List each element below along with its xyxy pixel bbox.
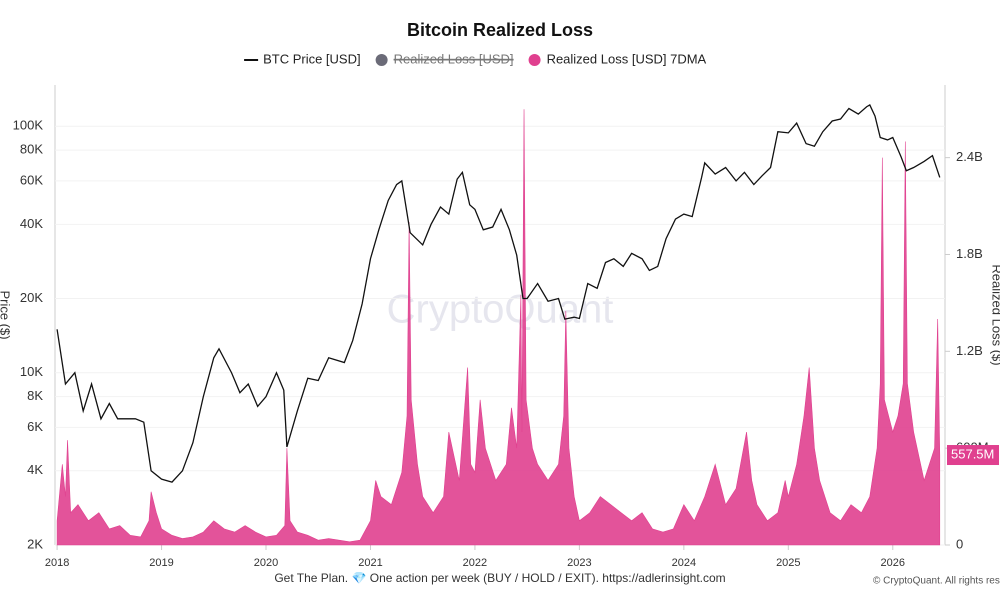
y2-axis-label: Realized Loss ($) (990, 264, 1000, 365)
x-tick-label: 2026 (881, 557, 905, 569)
x-tick-label: 2022 (463, 557, 487, 569)
x-tick-label: 2024 (672, 557, 696, 569)
y2-tick-label: 1.2B (956, 343, 983, 358)
y2-tick-label: 2.4B (956, 149, 983, 164)
y-tick-label: 80K (20, 142, 43, 157)
x-tick-label: 2023 (567, 557, 591, 569)
y-tick-label: 6K (27, 419, 43, 434)
y-tick-label: 4K (27, 462, 43, 477)
y-tick-label: 100K (13, 118, 44, 133)
x-tick-label: 2018 (45, 557, 69, 569)
x-tick-label: 2021 (358, 557, 382, 569)
legend-label: Realized Loss [USD] 7DMA (547, 51, 707, 66)
y2-tick-label: 0 (956, 536, 963, 551)
y-tick-label: 2K (27, 536, 43, 551)
y2-tick-label: 1.8B (956, 246, 983, 261)
x-tick-label: 2019 (149, 557, 173, 569)
watermark: CryptoQuant (387, 288, 614, 332)
x-tick-label: 2025 (776, 557, 800, 569)
x-tick-label: 2020 (254, 557, 278, 569)
line (56, 104, 941, 483)
last-value-label: 557.5M (951, 446, 994, 461)
legend-label: BTC Price [USD] (263, 51, 361, 66)
legend-dot (528, 54, 541, 66)
legend-dot (375, 54, 388, 66)
last-value-badge (947, 445, 999, 466)
footer: Get The Plan. 💎 One action per week (BUY… (274, 571, 725, 585)
copyright: © CryptoQuant. All rights reserved (873, 576, 1000, 587)
y-tick-label: 40K (20, 216, 43, 231)
y-tick-label: 10K (20, 364, 43, 379)
legend-label: Realized Loss [USD] (394, 51, 514, 66)
chart-title: Bitcoin Realized Loss (407, 20, 593, 40)
y-tick-label: 20K (20, 290, 43, 305)
y-tick-label: 60K (20, 172, 43, 187)
y-axis-label: Price ($) (0, 290, 13, 339)
area (56, 109, 941, 546)
y-tick-label: 8K (27, 388, 43, 403)
